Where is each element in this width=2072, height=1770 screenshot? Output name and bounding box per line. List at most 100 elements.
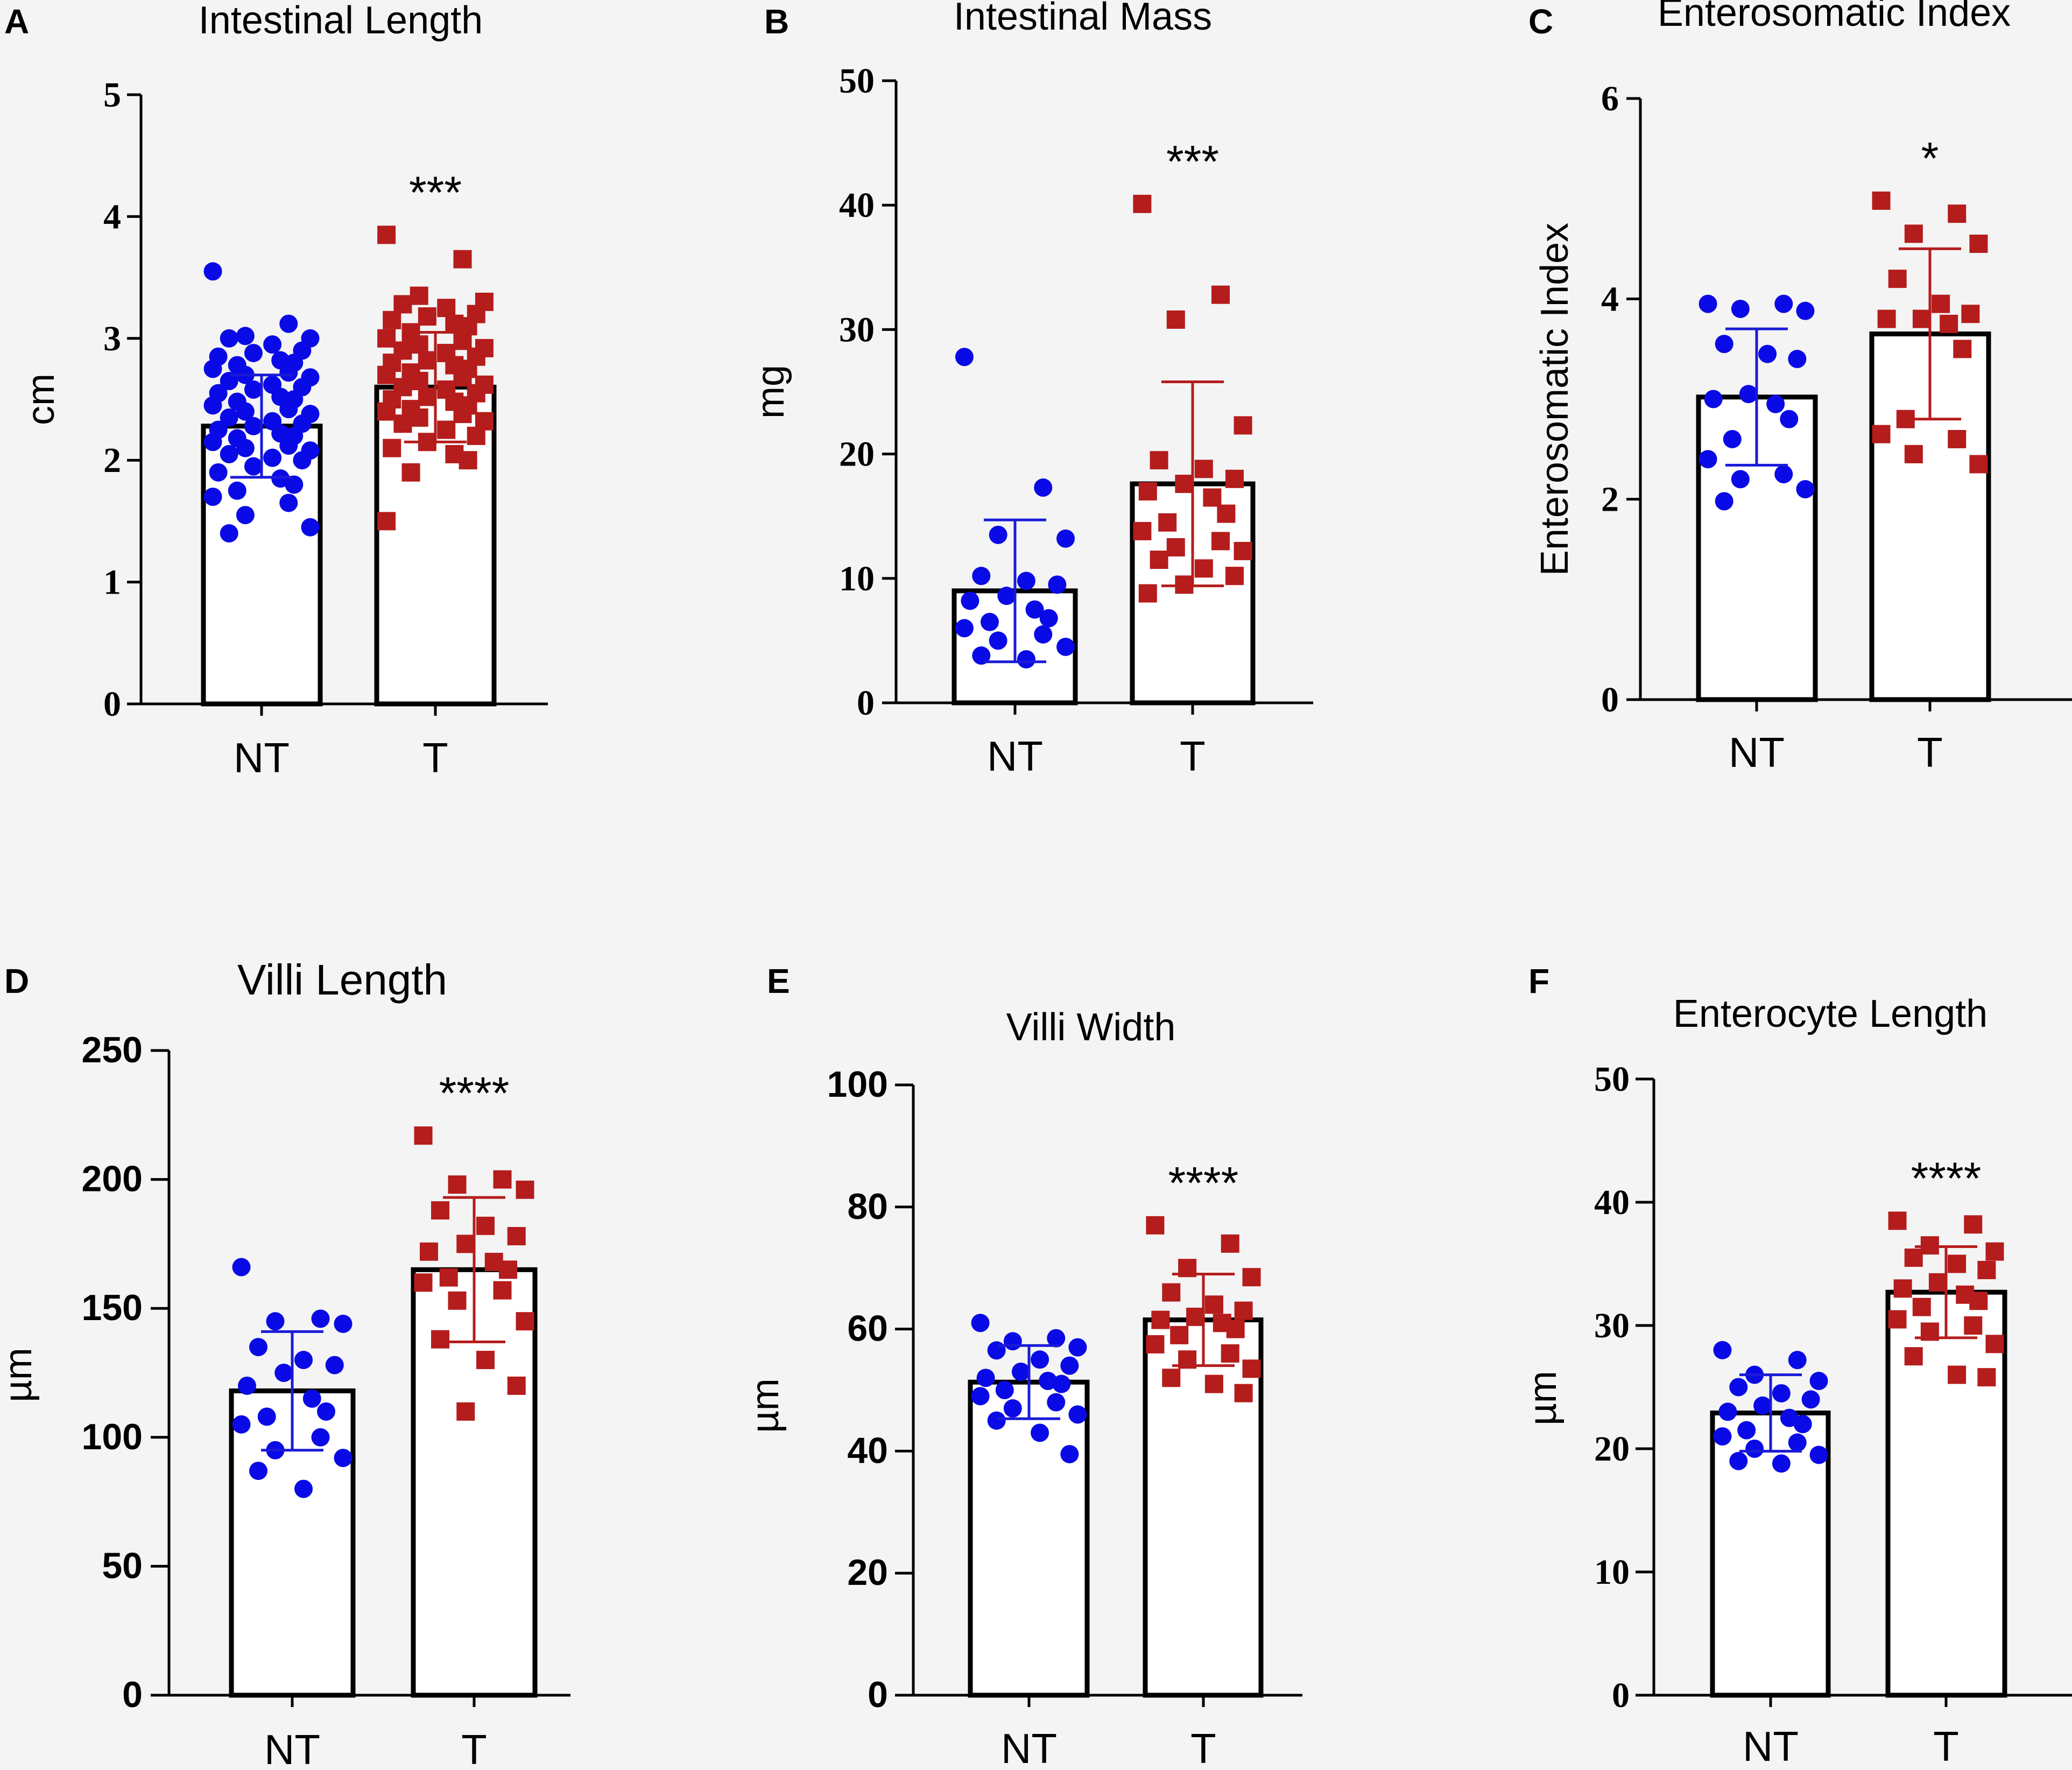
x-tick-label-t: T xyxy=(461,1726,487,1770)
data-point-t xyxy=(1138,482,1157,500)
data-point-t xyxy=(499,1260,517,1279)
data-point-t xyxy=(393,414,412,433)
data-point-nt xyxy=(1809,1372,1828,1391)
data-point-t xyxy=(1146,1335,1165,1353)
data-point-t xyxy=(437,299,456,318)
data-point-t xyxy=(1133,521,1152,540)
data-point-nt xyxy=(1713,1427,1732,1446)
data-point-t xyxy=(1138,584,1157,603)
data-point-nt xyxy=(279,363,298,382)
data-point-nt xyxy=(244,417,263,435)
panel-letter: B xyxy=(764,2,789,41)
panel-E: E Villi Width µm 0 20 40 60 80 100 NT T **** xyxy=(744,962,1302,1770)
data-point-nt xyxy=(203,359,222,378)
y-tick-label: 40 xyxy=(839,186,875,225)
data-point-t xyxy=(1953,340,1972,358)
data-point-t xyxy=(1234,541,1252,560)
data-point-t xyxy=(1904,445,1923,463)
x-tick-label-t: T xyxy=(1180,732,1206,780)
chart-title: Villi Width xyxy=(1006,1006,1176,1049)
data-point-t xyxy=(1204,1295,1223,1314)
data-point-t xyxy=(383,311,401,329)
data-point-nt xyxy=(1788,1351,1807,1370)
data-point-t xyxy=(383,439,401,457)
data-point-nt xyxy=(989,525,1007,544)
x-tick-label-nt: NT xyxy=(1729,729,1785,776)
data-point-nt xyxy=(263,335,282,354)
chart-title: Enterosomatic Index xyxy=(1658,0,2011,34)
significance-label: **** xyxy=(1168,1158,1239,1208)
data-point-t xyxy=(393,295,412,314)
data-point-t xyxy=(1166,310,1185,329)
data-point-t xyxy=(414,1126,433,1145)
data-point-nt xyxy=(961,591,979,610)
data-point-nt xyxy=(1056,529,1075,548)
significance-label: *** xyxy=(1166,136,1219,187)
data-point-t xyxy=(418,307,436,326)
y-tick-label: 0 xyxy=(857,683,875,723)
data-point-t xyxy=(410,372,428,391)
data-point-nt xyxy=(1704,390,1723,408)
data-point-nt xyxy=(1793,1415,1812,1434)
data-point-nt xyxy=(971,1387,990,1406)
data-point-t xyxy=(1888,1211,1907,1230)
y-tick-label: 40 xyxy=(847,1430,888,1471)
data-point-t xyxy=(1948,429,1967,448)
x-tick-label-nt: NT xyxy=(987,732,1043,780)
data-point-nt xyxy=(1780,410,1799,428)
data-point-nt xyxy=(980,612,999,631)
y-tick-label: 5 xyxy=(103,75,121,115)
data-point-t xyxy=(1226,1320,1245,1338)
data-point-t xyxy=(448,1291,467,1310)
data-point-nt xyxy=(232,1258,251,1277)
chart-title: Enterocyte Length xyxy=(1673,992,1988,1035)
data-point-t xyxy=(1964,1316,1983,1335)
data-point-nt xyxy=(1796,480,1815,499)
data-point-t xyxy=(453,250,472,269)
data-point-nt xyxy=(1039,609,1058,627)
data-point-t xyxy=(1234,1301,1253,1320)
data-point-nt xyxy=(1699,450,1717,469)
data-point-t xyxy=(1912,309,1931,328)
data-point-nt xyxy=(1068,1405,1087,1424)
data-point-nt xyxy=(989,631,1007,650)
data-point-nt xyxy=(955,619,974,638)
data-point-nt xyxy=(274,1364,293,1382)
x-tick-label-nt: NT xyxy=(1001,1725,1057,1770)
data-point-nt xyxy=(1060,1445,1079,1464)
y-tick-label: 4 xyxy=(1601,279,1619,319)
data-point-t xyxy=(377,365,396,384)
data-point-nt xyxy=(1723,429,1742,448)
data-point-nt xyxy=(971,1314,990,1332)
data-point-t xyxy=(1904,1249,1923,1267)
data-point-t xyxy=(467,426,485,445)
data-point-t xyxy=(516,1312,534,1331)
data-point-nt xyxy=(1715,335,1733,354)
data-point-t xyxy=(1969,455,1988,474)
data-point-nt xyxy=(1801,1390,1820,1409)
data-point-nt xyxy=(220,445,238,463)
data-point-nt xyxy=(257,1407,276,1426)
x-tick-label-t: T xyxy=(1933,1723,1959,1770)
data-point-t xyxy=(493,1281,512,1300)
y-tick-label: 50 xyxy=(1594,1060,1630,1099)
data-point-nt xyxy=(1766,394,1785,413)
y-tick-label: 2 xyxy=(103,441,121,480)
data-point-nt xyxy=(1772,1454,1791,1473)
data-point-nt xyxy=(279,314,298,333)
data-point-nt xyxy=(279,493,298,512)
data-point-t xyxy=(377,512,396,531)
y-tick-label: 30 xyxy=(839,310,875,349)
chart-title: Villi Length xyxy=(237,956,447,1004)
data-point-t xyxy=(1150,551,1168,569)
data-point-t xyxy=(1162,1283,1181,1302)
data-point-t xyxy=(476,1351,495,1370)
y-axis-label: µm xyxy=(744,1378,787,1433)
data-point-t xyxy=(420,1242,438,1261)
data-point-t xyxy=(1985,1335,2004,1353)
x-tick-label-nt: NT xyxy=(234,734,290,781)
data-point-nt xyxy=(203,262,222,281)
data-point-nt xyxy=(1788,350,1807,369)
data-point-nt xyxy=(311,1309,330,1328)
data-point-t xyxy=(1912,1297,1931,1316)
